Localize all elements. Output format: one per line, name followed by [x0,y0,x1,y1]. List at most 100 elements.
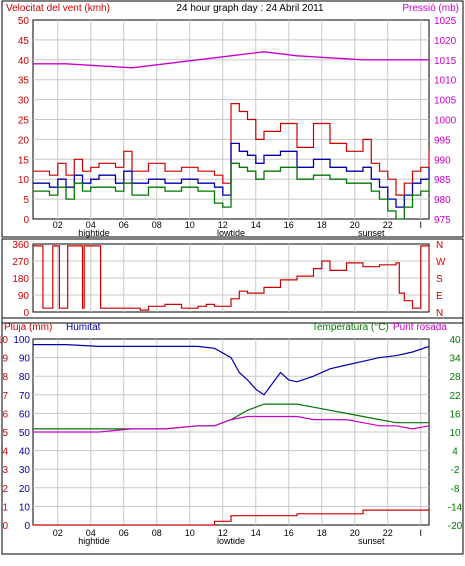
temperature-tick-label: 22 [449,391,461,402]
wind-tick-label: 5 [23,195,29,206]
temperature-tick-label: 16 [449,409,461,420]
humidity-tick-label: 10 [19,502,31,513]
wind-tick-label: 25 [18,116,30,127]
humidity-tick-label: 0 [24,521,30,532]
humidity-axis-title: Humitat [66,322,101,333]
pressure-tick-label: 985 [434,175,451,186]
pressure-tick-label: 1010 [434,76,457,87]
wind-series [33,51,430,220]
rain-tick-label: 2 [2,484,8,495]
compass-tick-label: N [436,240,443,251]
annotation-sunset: sunset [358,536,385,546]
rain-tick-label: 7 [2,391,8,402]
pressure-tick-label: 1000 [434,116,457,127]
wind-tick-label: 20 [18,135,30,146]
pressure-tick-label: 980 [434,195,451,206]
x-tick-label: 08 [152,220,162,230]
temperature-tick-label: -8 [451,484,460,495]
x-tick-label: 14 [251,220,261,230]
humidity-tick-label: 90 [19,354,31,365]
x-tick-label: 18 [317,528,327,538]
x-tick-label: 12 [218,528,228,538]
temperature-tick-label: 10 [449,428,461,439]
x-tick-label: 20 [350,220,360,230]
x-tick-label: 10 [185,220,195,230]
annotation-sunset: sunset [358,228,385,238]
pressure-tick-label: 975 [434,215,451,226]
graph-title: 24 hour graph day : 24 Abril 2011 [176,3,324,14]
rain-tick-label: 9 [2,354,8,365]
direction-tick-label: 0 [23,308,29,319]
temperature-tick-label: 40 [449,335,461,346]
temperature-tick-label: 34 [449,354,461,365]
wind-tick-label: 10 [18,175,30,186]
rain-tick-label: 8 [2,372,8,383]
humidity-series [33,344,430,526]
series-line-temp-green [33,403,429,430]
wind-axis-title: Velocitat del vent (kmh) [6,3,110,14]
rain-tick-label: 4 [2,447,8,458]
compass-tick-label: N [436,308,443,319]
annotation-hightide: hightide [78,536,110,546]
pressure-tick-label: 990 [434,155,451,166]
humidity-tick-label: 50 [19,428,31,439]
pressure-tick-label: 1015 [434,56,457,67]
rain-tick-label: 5 [2,428,8,439]
x-tick-label: 02 [53,528,63,538]
rain-tick-label: 3 [2,465,8,476]
x-tick-label: 12 [218,220,228,230]
rain-tick-label: 6 [2,409,8,420]
humidity-ticks: 1098765432101009080706050403020100403428… [0,335,463,546]
x-tick-label: 04 [86,220,96,230]
temperature-tick-label: -2 [451,465,460,476]
humidity-tick-label: 40 [19,447,31,458]
series-line-red [33,103,430,196]
pressure-tick-label: 1005 [434,96,457,107]
x-tick-label: 16 [284,528,294,538]
series-line-pluja-red [33,509,429,526]
wind-ticks: 5045403530252015105010251020101510101005… [18,16,457,238]
series-line-hum-blue [33,344,430,396]
wind-tick-label: 0 [23,215,29,226]
x-tick-label: 10 [185,528,195,538]
compass-tick-label: E [436,291,443,302]
x-tick-label: 06 [119,220,129,230]
rain-tick-label: 10 [0,335,8,346]
humidity-tick-label: 70 [19,391,31,402]
x-tick-label: 02 [53,220,63,230]
rain-tick-label: 1 [2,502,8,513]
direction-tick-label: 180 [12,274,29,285]
rain-tick-label: 0 [2,521,8,532]
panel-wind-frame [1,0,464,238]
x-tick-label: 08 [152,528,162,538]
x-tick-label: 04 [86,528,96,538]
x-tick-label: 14 [251,528,261,538]
direction-series [33,245,430,311]
x-tick-label: 20 [350,528,360,538]
humidity-tick-label: 60 [19,409,31,420]
panel-humidity-frame [1,317,464,555]
x-tick-label: 18 [317,220,327,230]
humidity-tick-label: 20 [19,484,31,495]
direction-tick-label: 90 [18,291,30,302]
wind-tick-label: 40 [18,56,30,67]
compass-tick-label: W [436,257,446,268]
annotation-lowtide: lowtide [217,536,245,546]
x-tick-label: 22 [383,528,393,538]
annotation-hightide: hightide [78,228,110,238]
wind-tick-label: 15 [18,155,30,166]
pressure-tick-label: 995 [434,135,451,146]
panel-direction-frame [1,238,464,324]
humidity-grid [33,339,429,525]
x-tick-label: I [419,220,422,230]
wind-tick-label: 45 [18,36,30,47]
compass-tick-label: S [436,274,443,285]
wind-tick-label: 35 [18,76,30,87]
series-line-blue [33,142,430,208]
temperature-tick-label: 4 [452,447,458,458]
pressure-tick-label: 1025 [434,16,457,27]
pressure-axis-title: Pressió (mb) [402,3,459,14]
